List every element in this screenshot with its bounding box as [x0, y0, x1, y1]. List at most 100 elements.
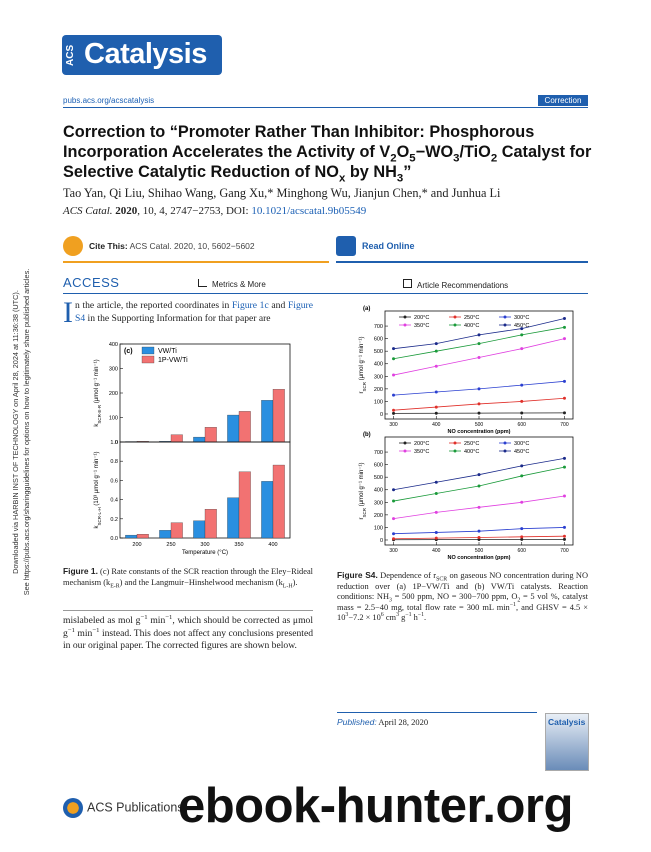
data-point: [392, 499, 396, 503]
data-point: [520, 399, 524, 403]
figure-link[interactable]: Figure S4: [75, 300, 313, 324]
y-tick-label: 200: [109, 391, 118, 397]
publisher-logo[interactable]: ACS Publications: [63, 798, 184, 818]
data-point: [562, 379, 566, 383]
data-point: [392, 532, 396, 536]
legend-label: 400°C: [464, 323, 479, 329]
title-text: by NH: [345, 163, 397, 181]
data-point: [520, 383, 524, 387]
data-point: [477, 411, 481, 415]
logo-mark: ACS: [65, 44, 76, 66]
title-text: −WO: [415, 143, 454, 161]
bar: [193, 520, 206, 539]
body-sup: −1: [67, 626, 75, 634]
data-point: [434, 390, 438, 394]
y-axis-label: kSCR-L-H (10³ μmol g⁻¹ min⁻¹): [94, 451, 102, 528]
caption-text: (c) Rate constants of the SCR reaction t…: [63, 567, 313, 587]
data-point: [434, 411, 438, 415]
y-tick-label: 200: [374, 513, 383, 519]
side-note: Downloaded via HARBIN INST OF TECHNOLOGY…: [10, 237, 34, 627]
data-point: [562, 396, 566, 400]
data-point: [562, 456, 566, 460]
article-title: Correction to “Promoter Rather Than Inhi…: [63, 122, 593, 184]
body-text: mislabeled as mol g: [63, 615, 141, 626]
caption-sub: 2: [517, 597, 521, 604]
y-axis-label-part: k: [94, 423, 100, 427]
caption-label: Figure 1.: [63, 566, 98, 576]
data-point: [392, 357, 396, 361]
y-axis-label-part: (μmol g⁻¹ min⁻¹): [359, 463, 365, 508]
y-tick-label: 0.6: [110, 478, 118, 484]
title-text: Correction to “Promoter Rather Than Inhi…: [63, 123, 535, 161]
data-point: [434, 536, 438, 540]
data-point: [392, 537, 396, 541]
data-point: [477, 484, 481, 488]
bar: [261, 400, 274, 443]
data-point: [477, 473, 481, 477]
y-tick-label: 0.2: [110, 517, 118, 523]
body-text: in the Supporting Information for that p…: [85, 312, 271, 324]
data-point: [520, 411, 524, 415]
data-point: [392, 408, 396, 412]
x-tick-label: 700: [560, 422, 569, 428]
data-point: [434, 492, 438, 496]
data-point: [520, 333, 524, 337]
y-tick-label: 0.8: [110, 459, 118, 465]
x-tick-label: 400: [432, 422, 441, 428]
legend-marker: [453, 315, 457, 319]
legend-label: 400°C: [464, 449, 479, 455]
data-point: [477, 535, 481, 539]
published-rule: [337, 712, 537, 713]
legend-marker: [453, 441, 457, 445]
journal-url[interactable]: pubs.acs.org/acscatalysis: [63, 96, 155, 105]
panel-title: (a): [363, 306, 370, 312]
x-axis-label: NO concentration (ppm): [448, 555, 511, 561]
body-text: , which should be corrected as μmol g: [63, 615, 313, 639]
read-online[interactable]: Read Online: [336, 233, 588, 263]
y-tick-label: 500: [374, 475, 383, 481]
bar: [272, 464, 285, 539]
y-tick-label: 0: [115, 440, 118, 446]
caption-text: = 500 ppm, NO = 300−700 ppm, O: [391, 592, 518, 601]
metrics-link[interactable]: Metrics & More: [198, 279, 266, 289]
citation-doi[interactable]: 10.1021/acscatal.9b05549: [251, 205, 367, 217]
legend-label: 300°C: [514, 315, 529, 321]
recommendations-link[interactable]: Article Recommendations: [403, 279, 508, 290]
title-sub: 5: [409, 152, 416, 165]
title-text: ”: [403, 163, 412, 181]
legend-label: VW/Ti: [158, 348, 177, 355]
cover-image[interactable]: Catalysis: [545, 713, 589, 771]
cite-box[interactable]: Cite This: ACS Catal. 2020, 10, 5602−560…: [63, 233, 329, 263]
caption-sup: 3: [396, 612, 399, 619]
data-point: [562, 494, 566, 498]
publisher-icon: [63, 798, 83, 818]
figure-link[interactable]: Figure 1c: [231, 300, 269, 311]
recommendations-label: Article Recommendations: [417, 281, 509, 290]
y-tick-label: 1.0: [110, 440, 118, 446]
bar: [125, 534, 138, 539]
caption-text: cm: [383, 613, 397, 622]
body-paragraph: mislabeled as mol g−1 min−1, which shoul…: [63, 614, 313, 653]
x-tick-label: 350: [234, 542, 243, 548]
x-tick-label: 250: [166, 542, 175, 548]
section-badge: Correction: [538, 95, 588, 106]
legend-label: 350°C: [414, 323, 429, 329]
metrics-label: Metrics & More: [212, 280, 266, 289]
title-sub: 3: [453, 152, 460, 165]
caption-text: h: [411, 613, 418, 622]
y-axis-label-part: k: [94, 525, 100, 529]
side-note-line: Downloaded via HARBIN INST OF TECHNOLOGY…: [11, 290, 20, 574]
legend-marker: [403, 323, 407, 327]
citation-journal: ACS Catal.: [63, 205, 113, 217]
data-point: [520, 500, 524, 504]
legend-marker: [453, 449, 457, 453]
header-rule: [63, 107, 588, 108]
y-axis-label-part: (μmol g⁻¹ min⁻¹): [94, 359, 100, 404]
y-axis-label: rSCR (μmol g⁻¹ min⁻¹): [359, 463, 367, 520]
title-text: /TiO: [459, 143, 491, 161]
x-tick-label: 600: [518, 548, 527, 554]
data-point: [520, 535, 524, 539]
journal-logo[interactable]: ACS Catalysis: [62, 35, 222, 75]
legend-swatch: [141, 346, 155, 355]
data-point: [392, 488, 396, 492]
